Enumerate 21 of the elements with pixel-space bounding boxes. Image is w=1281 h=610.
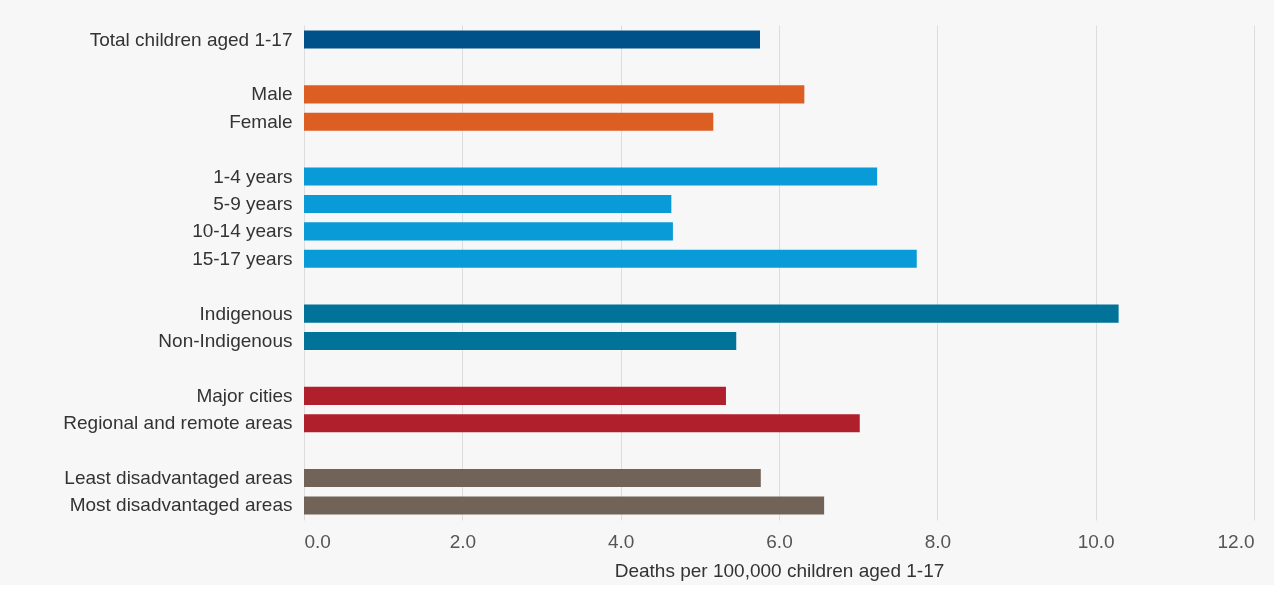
y-tick-label: Least disadvantaged areas	[64, 467, 293, 489]
y-tick-label: Most disadvantaged areas	[69, 494, 293, 516]
y-tick-label: 10-14 years	[192, 220, 293, 242]
x-tick-label: 10.0	[1077, 530, 1115, 552]
x-tick-label: 0.0	[304, 530, 331, 552]
y-tick-label: Regional and remote areas	[63, 412, 293, 434]
y-tick-label: Indigenous	[199, 302, 293, 324]
x-tick-label: 8.0	[924, 530, 952, 552]
y-tick-label: 5-9 years	[213, 192, 293, 214]
y-tick-label: Total children aged 1-17	[89, 28, 293, 50]
y-tick-label: Non-Indigenous	[158, 330, 293, 352]
y-tick-label: 15-17 years	[192, 247, 293, 269]
y-tick-label: Female	[229, 110, 293, 132]
x-tick-label: 2.0	[449, 530, 477, 552]
x-axis-title: Deaths per 100,000 children aged 1-17	[614, 559, 945, 581]
x-tick-label: 6.0	[766, 530, 793, 552]
y-tick-label: Major cities	[196, 384, 293, 406]
x-tick-label: 12.0	[1217, 530, 1255, 552]
y-tick-label: Male	[251, 83, 293, 105]
y-tick-label: 1-4 years	[213, 165, 293, 187]
x-tick-label: 4.0	[607, 530, 635, 552]
